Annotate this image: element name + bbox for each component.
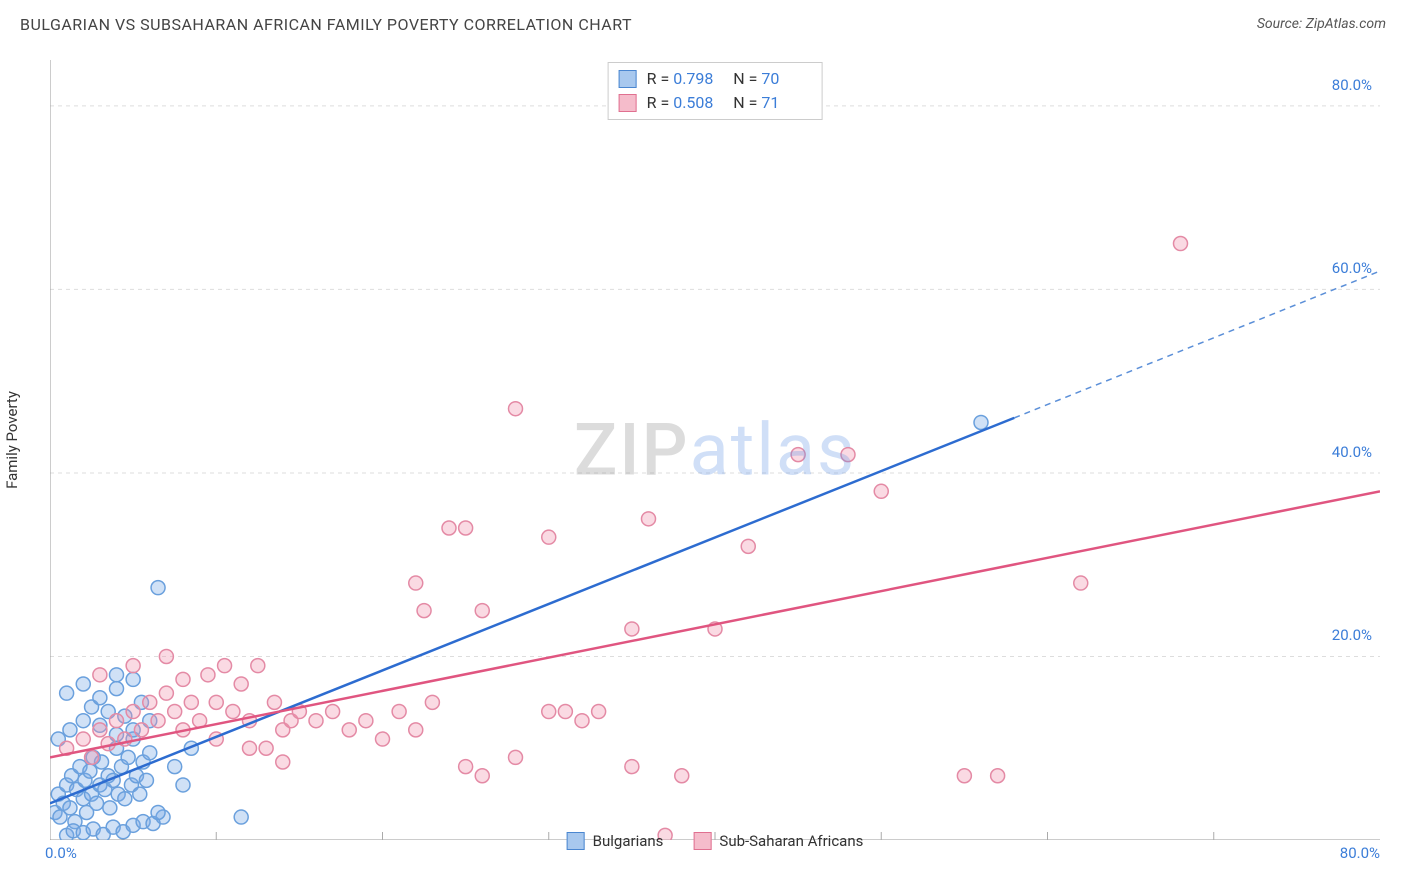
y-tick-20: 20.0% bbox=[1332, 626, 1372, 644]
correlation-legend: R =0.798 N =70 R =0.508 N =71 bbox=[608, 62, 823, 120]
y-axis-label: Family Poverty bbox=[3, 391, 21, 489]
chart-header: BULGARIAN VS SUBSAHARAN AFRICAN FAMILY P… bbox=[0, 0, 1406, 48]
x-axis-min-label: 0.0% bbox=[45, 844, 77, 862]
legend-item-bulgarians: Bulgarians bbox=[567, 832, 664, 850]
x-axis-max-label: 80.0% bbox=[1340, 844, 1380, 862]
legend-label-subsaharan: Sub-Saharan Africans bbox=[719, 832, 863, 850]
swatch-subsaharan bbox=[693, 832, 711, 850]
r-label: R = bbox=[647, 69, 670, 88]
legend-label-bulgarians: Bulgarians bbox=[593, 832, 664, 850]
r-value-bulgarians: 0.798 bbox=[673, 67, 723, 91]
chart-area: ZIPatlas R =0.798 N =70 R =0.508 N =71 B… bbox=[50, 60, 1380, 840]
source-value: ZipAtlas.com bbox=[1306, 16, 1386, 32]
source-label: Source: bbox=[1257, 16, 1302, 32]
legend-item-subsaharan: Sub-Saharan Africans bbox=[693, 832, 863, 850]
y-tick-40: 40.0% bbox=[1332, 443, 1372, 461]
n-value-subsaharan: 71 bbox=[761, 91, 811, 115]
series-legend: Bulgarians Sub-Saharan Africans bbox=[567, 832, 864, 850]
swatch-subsaharan bbox=[619, 94, 637, 112]
legend-row-subsaharan: R =0.508 N =71 bbox=[619, 91, 812, 115]
n-label: N = bbox=[733, 93, 757, 112]
scatter-plot bbox=[50, 60, 1380, 840]
swatch-bulgarians bbox=[567, 832, 585, 850]
legend-row-bulgarians: R =0.798 N =70 bbox=[619, 67, 812, 91]
r-label: R = bbox=[647, 93, 670, 112]
swatch-bulgarians bbox=[619, 70, 637, 88]
y-tick-80: 80.0% bbox=[1332, 76, 1372, 94]
source-credit: Source: ZipAtlas.com bbox=[1257, 16, 1386, 32]
n-label: N = bbox=[733, 69, 757, 88]
y-tick-60: 60.0% bbox=[1332, 259, 1372, 277]
n-value-bulgarians: 70 bbox=[761, 67, 811, 91]
chart-title: BULGARIAN VS SUBSAHARAN AFRICAN FAMILY P… bbox=[20, 15, 632, 34]
r-value-subsaharan: 0.508 bbox=[673, 91, 723, 115]
